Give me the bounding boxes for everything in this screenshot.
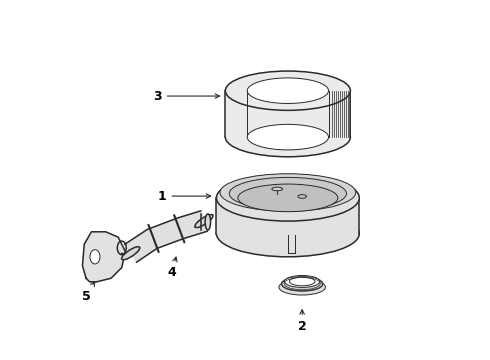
- Text: 1: 1: [158, 190, 211, 203]
- Ellipse shape: [282, 278, 322, 291]
- Text: 5: 5: [82, 282, 95, 303]
- Ellipse shape: [285, 275, 320, 287]
- Ellipse shape: [290, 277, 315, 286]
- Ellipse shape: [247, 124, 328, 150]
- Text: 2: 2: [298, 310, 307, 333]
- Ellipse shape: [90, 249, 100, 264]
- Ellipse shape: [247, 78, 328, 103]
- Text: 3: 3: [153, 90, 220, 103]
- Ellipse shape: [205, 214, 211, 230]
- Ellipse shape: [225, 117, 350, 157]
- Ellipse shape: [217, 210, 359, 257]
- Ellipse shape: [217, 175, 359, 221]
- Ellipse shape: [229, 177, 346, 210]
- Polygon shape: [217, 198, 359, 234]
- Text: 4: 4: [168, 257, 177, 279]
- Ellipse shape: [195, 215, 213, 228]
- Polygon shape: [125, 211, 207, 262]
- Ellipse shape: [238, 184, 338, 212]
- Polygon shape: [225, 91, 350, 137]
- Ellipse shape: [225, 71, 350, 111]
- Polygon shape: [82, 232, 125, 282]
- Ellipse shape: [279, 279, 325, 295]
- Ellipse shape: [122, 247, 140, 260]
- Ellipse shape: [272, 187, 283, 191]
- Ellipse shape: [220, 174, 356, 211]
- Ellipse shape: [298, 195, 306, 198]
